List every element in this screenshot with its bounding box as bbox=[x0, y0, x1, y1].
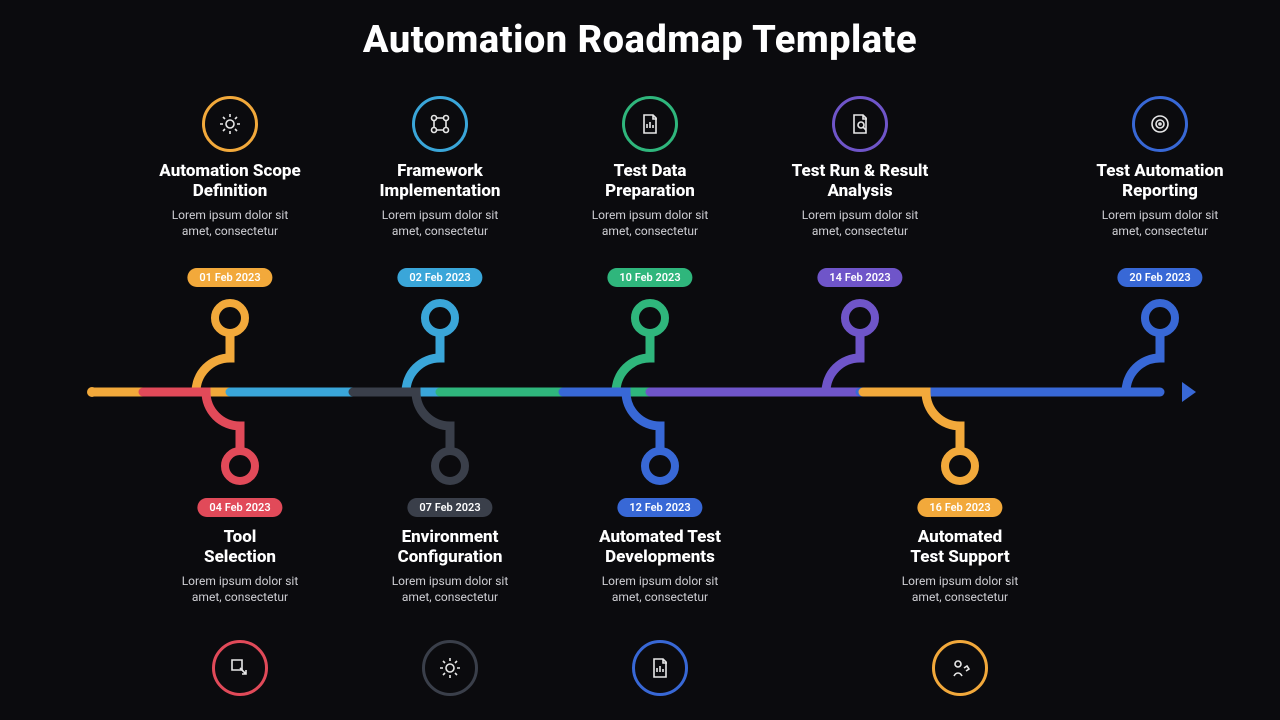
milestone-title: Automation Scope Definition bbox=[130, 162, 330, 201]
date-pill: 07 Feb 2023 bbox=[407, 498, 492, 517]
milestone-title: Automated Test Developments bbox=[560, 528, 760, 567]
milestone-title: Environment Configuration bbox=[350, 528, 550, 567]
milestone-desc: Lorem ipsum dolor sit amet, consectetur bbox=[350, 573, 550, 605]
milestone-icon bbox=[412, 96, 468, 152]
date-pill: 16 Feb 2023 bbox=[917, 498, 1002, 517]
date-pill: 10 Feb 2023 bbox=[607, 268, 692, 287]
milestone-desc: Lorem ipsum dolor sit amet, consectetur bbox=[860, 573, 1060, 605]
date-pill: 12 Feb 2023 bbox=[617, 498, 702, 517]
milestone-title: Test Data Preparation bbox=[550, 162, 750, 201]
milestone-card: Test Automation Reporting Lorem ipsum dol… bbox=[1060, 162, 1260, 239]
date-pill: 20 Feb 2023 bbox=[1117, 268, 1202, 287]
milestone-card: Environment Configuration Lorem ipsum dol… bbox=[350, 528, 550, 605]
milestone-icon bbox=[932, 640, 988, 696]
milestone-card: Automated Test Developments Lorem ipsum d… bbox=[560, 528, 760, 605]
milestone-card: Automated Test Support Lorem ipsum dolor … bbox=[860, 528, 1060, 605]
roadmap-slide: { "title": "Automation Roadmap Template"… bbox=[0, 0, 1280, 720]
milestone-desc: Lorem ipsum dolor sit amet, consectetur bbox=[760, 207, 960, 239]
milestone-desc: Lorem ipsum dolor sit amet, consectetur bbox=[550, 207, 750, 239]
milestone-card: Framework Implementation Lorem ipsum dolo… bbox=[340, 162, 540, 239]
milestone-card: Automation Scope Definition Lorem ipsum d… bbox=[130, 162, 330, 239]
milestone-title: Test Run & Result Analysis bbox=[760, 162, 960, 201]
date-pill: 14 Feb 2023 bbox=[817, 268, 902, 287]
milestone-desc: Lorem ipsum dolor sit amet, consectetur bbox=[560, 573, 760, 605]
milestone-icon bbox=[1132, 96, 1188, 152]
milestone-desc: Lorem ipsum dolor sit amet, consectetur bbox=[130, 207, 330, 239]
milestone-card: Test Data Preparation Lorem ipsum dolor s… bbox=[550, 162, 750, 239]
milestone-icon bbox=[422, 640, 478, 696]
milestone-title: Framework Implementation bbox=[340, 162, 540, 201]
date-pill: 02 Feb 2023 bbox=[397, 268, 482, 287]
milestone-icon bbox=[212, 640, 268, 696]
milestone-card: Test Run & Result Analysis Lorem ipsum do… bbox=[760, 162, 960, 239]
milestone-icon bbox=[202, 96, 258, 152]
milestone-desc: Lorem ipsum dolor sit amet, consectetur bbox=[140, 573, 340, 605]
milestone-icon bbox=[622, 96, 678, 152]
date-pill: 01 Feb 2023 bbox=[187, 268, 272, 287]
milestone-title: Tool Selection bbox=[140, 528, 340, 567]
milestone-desc: Lorem ipsum dolor sit amet, consectetur bbox=[1060, 207, 1260, 239]
milestone-icon bbox=[832, 96, 888, 152]
milestone-card: Tool Selection Lorem ipsum dolor sit amet… bbox=[140, 528, 340, 605]
milestone-title: Automated Test Support bbox=[860, 528, 1060, 567]
milestone-icon bbox=[632, 640, 688, 696]
milestone-title: Test Automation Reporting bbox=[1060, 162, 1260, 201]
date-pill: 04 Feb 2023 bbox=[197, 498, 282, 517]
milestone-desc: Lorem ipsum dolor sit amet, consectetur bbox=[340, 207, 540, 239]
